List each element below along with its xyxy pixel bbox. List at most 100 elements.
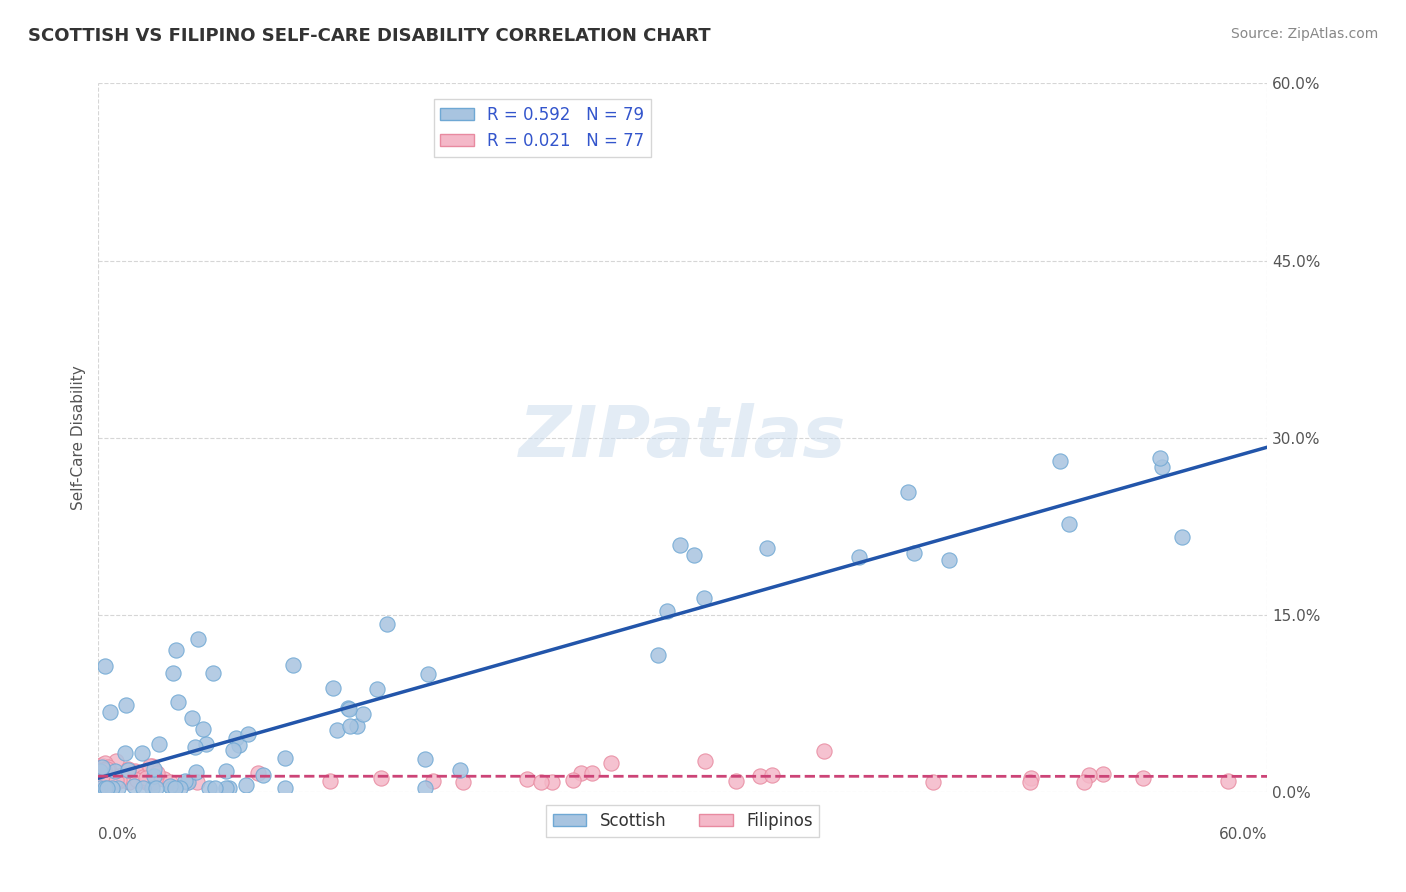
Text: SCOTTISH VS FILIPINO SELF-CARE DISABILITY CORRELATION CHART: SCOTTISH VS FILIPINO SELF-CARE DISABILIT… [28, 27, 711, 45]
Point [96, 762, 118, 776]
Point [104, 773, 127, 788]
Point [692, 591, 714, 605]
Point [174, 774, 197, 789]
Point [141, 759, 163, 773]
Point [1077, 768, 1099, 782]
Point [238, 727, 260, 741]
Point [204, 781, 226, 796]
Point [90, 774, 112, 789]
Point [214, 781, 236, 796]
Point [252, 767, 274, 781]
Point [160, 781, 183, 796]
Point [180, 711, 202, 725]
Point [104, 754, 127, 768]
Point [337, 701, 360, 715]
Point [90, 757, 112, 772]
Point [449, 763, 471, 777]
Point [1049, 454, 1071, 468]
Point [655, 604, 678, 618]
Point [165, 643, 187, 657]
Text: Source: ZipAtlas.com: Source: ZipAtlas.com [1230, 27, 1378, 41]
Point [135, 771, 157, 785]
Point [90, 767, 112, 781]
Point [97, 760, 120, 774]
Point [94, 781, 117, 796]
Point [89, 764, 111, 778]
Point [135, 774, 157, 789]
Point [202, 666, 225, 681]
Point [177, 775, 200, 789]
Point [136, 773, 159, 788]
Point [897, 485, 920, 500]
Point [938, 553, 960, 567]
Point [139, 759, 162, 773]
Point [749, 769, 772, 783]
Point [647, 648, 669, 662]
Point [683, 548, 706, 562]
Point [90, 760, 112, 774]
Point [422, 774, 444, 789]
Point [135, 774, 157, 789]
Point [921, 775, 943, 789]
Point [184, 765, 207, 780]
Point [97, 773, 120, 788]
Point [148, 737, 170, 751]
Point [1132, 771, 1154, 785]
Point [221, 743, 243, 757]
Point [114, 746, 136, 760]
Point [153, 772, 176, 787]
Point [104, 764, 127, 778]
Point [352, 706, 374, 721]
Point [273, 751, 295, 765]
Point [337, 701, 360, 715]
Point [848, 549, 870, 564]
Point [322, 681, 344, 695]
Point [530, 774, 553, 789]
Point [98, 705, 121, 719]
Point [1073, 774, 1095, 789]
Point [169, 781, 191, 796]
Point [1018, 775, 1040, 789]
Point [669, 538, 692, 552]
Point [319, 774, 342, 789]
Point [107, 781, 129, 796]
Point [273, 781, 295, 796]
Y-axis label: Self-Care Disability: Self-Care Disability [72, 366, 86, 510]
Point [94, 775, 117, 789]
Point [117, 762, 139, 776]
Point [159, 779, 181, 793]
Point [225, 731, 247, 745]
Point [94, 756, 117, 770]
Point [145, 781, 167, 796]
Point [131, 746, 153, 760]
Point [89, 781, 111, 796]
Point [101, 775, 124, 789]
Point [167, 695, 190, 709]
Point [725, 774, 748, 789]
Point [1171, 530, 1194, 544]
Point [91, 768, 114, 782]
Point [326, 723, 349, 738]
Point [89, 770, 111, 784]
Point [413, 751, 436, 765]
Point [93, 765, 115, 780]
Point [163, 781, 186, 796]
Point [218, 781, 240, 796]
Point [346, 719, 368, 733]
Point [377, 617, 399, 632]
Point [115, 698, 138, 712]
Point [1218, 773, 1240, 788]
Point [145, 771, 167, 785]
Point [756, 541, 779, 556]
Point [105, 770, 128, 784]
Point [695, 754, 717, 768]
Point [141, 781, 163, 796]
Point [228, 739, 250, 753]
Point [571, 766, 593, 780]
Point [903, 546, 925, 560]
Point [1149, 450, 1171, 465]
Point [93, 768, 115, 782]
Point [1150, 460, 1173, 475]
Point [451, 775, 474, 789]
Point [98, 775, 121, 789]
